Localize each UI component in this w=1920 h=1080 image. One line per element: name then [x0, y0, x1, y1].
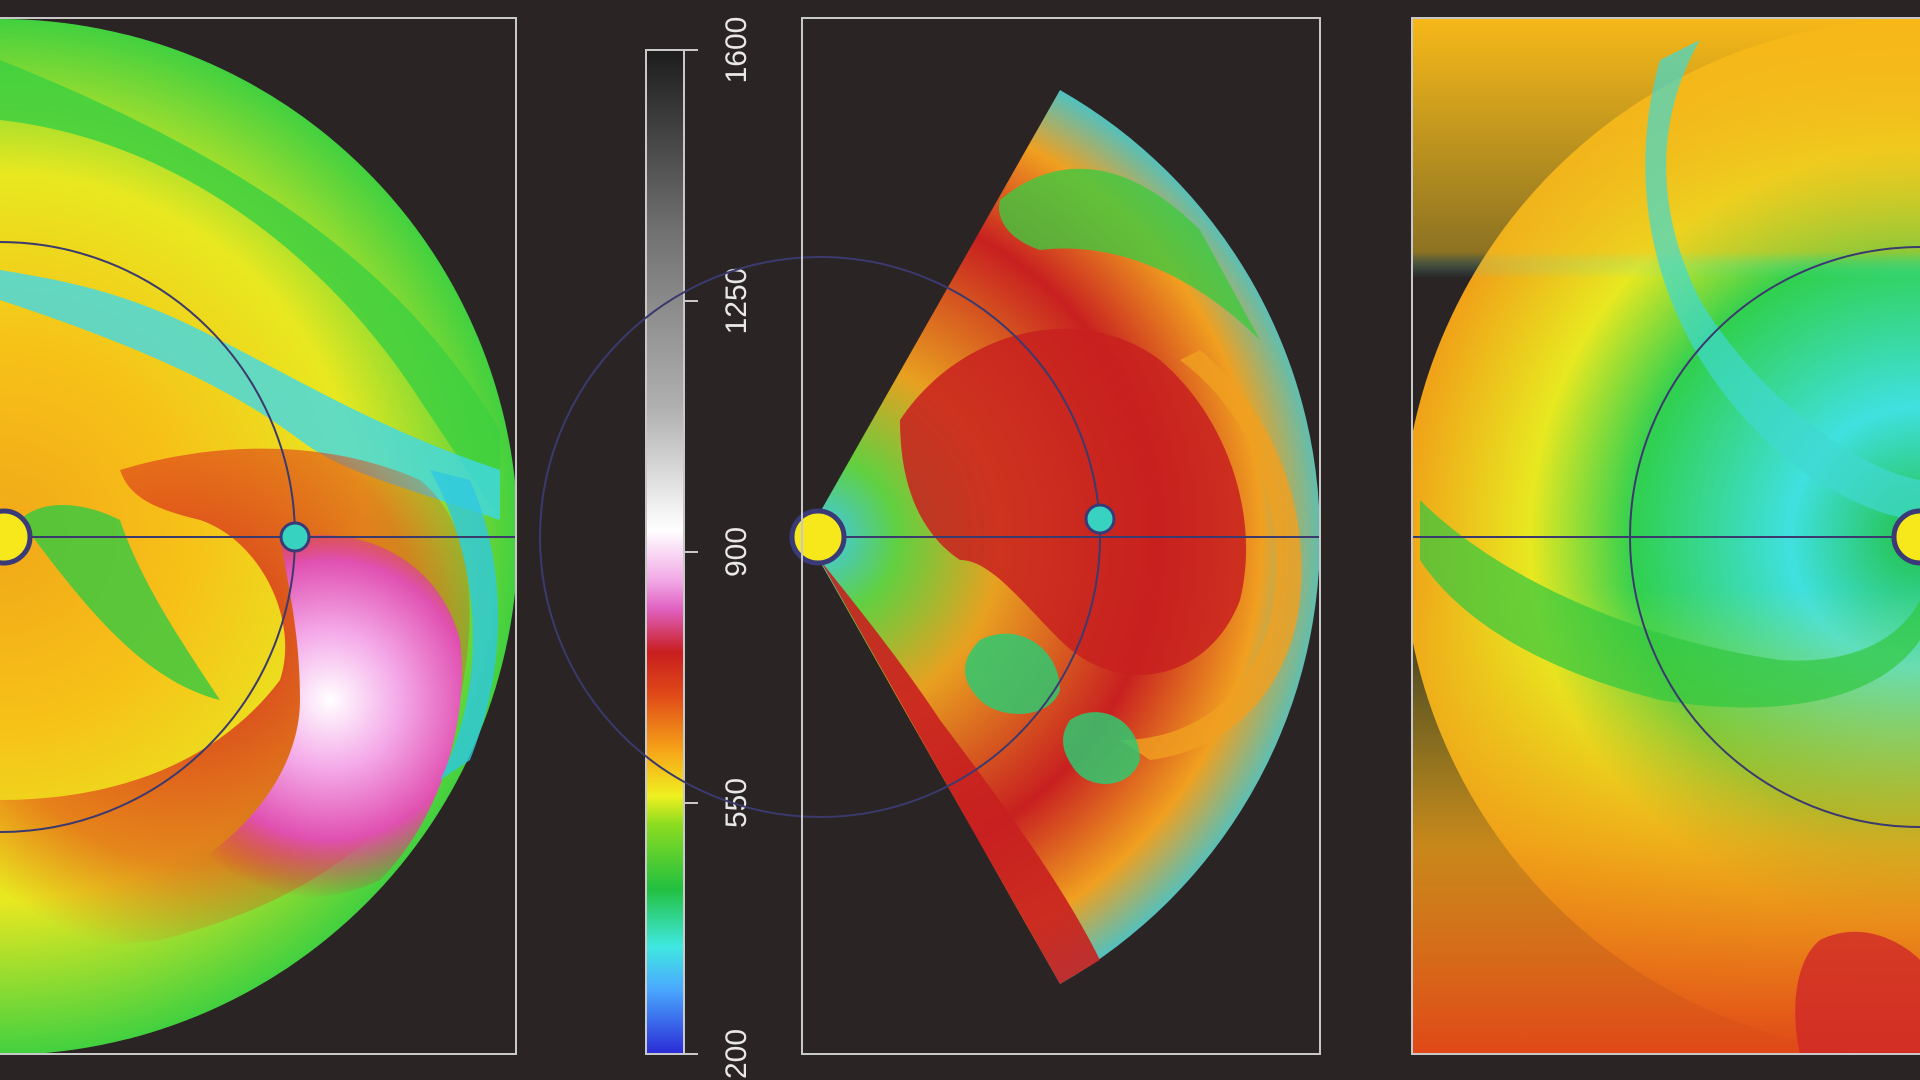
left-sun-icon: [0, 508, 33, 566]
right-red-edge: [1795, 931, 1920, 1054]
left-green-inner: [20, 505, 220, 700]
middle-earth-icon: [1084, 503, 1116, 535]
middle-orange-ring: [1120, 350, 1302, 760]
middle-red-core: [900, 328, 1247, 675]
middle-panel-frame: [801, 17, 1321, 1055]
left-earth-icon: [279, 521, 311, 553]
left-outer-cyan-edge: [430, 470, 499, 780]
colorbar-tick-label: 550: [720, 778, 753, 828]
right-panel: [1411, 17, 1920, 1055]
right-sun-icon: [1891, 508, 1920, 566]
right-green-arm: [1420, 500, 1920, 708]
colorbar-tick-label: 200: [720, 1029, 753, 1079]
middle-upper-green: [999, 168, 1260, 340]
middle-lower-red: [820, 560, 1100, 984]
colorbar-tick-label: 1600: [720, 17, 753, 84]
colorbar-gradient: [645, 49, 685, 1055]
left-panel: [0, 17, 517, 1055]
left-green-band: [0, 60, 500, 520]
right-spiral-arm: [1645, 40, 1920, 520]
right-panel-frame: [1411, 17, 1920, 1055]
colorbar-tick-label: 1250: [720, 268, 753, 335]
left-cyan-band: [0, 270, 500, 520]
middle-green-blobs: [965, 633, 1140, 784]
middle-sun-icon: [789, 508, 847, 566]
colorbar-ticks: 200 550 900 1250 1600: [684, 17, 753, 1079]
colorbar: 200 550 900 1250 1600: [645, 17, 753, 1079]
left-pink-shock: [200, 534, 462, 898]
colorbar-tick-label: 900: [720, 527, 753, 577]
middle-panel: [539, 17, 1321, 1055]
left-panel-frame: [0, 17, 517, 1055]
